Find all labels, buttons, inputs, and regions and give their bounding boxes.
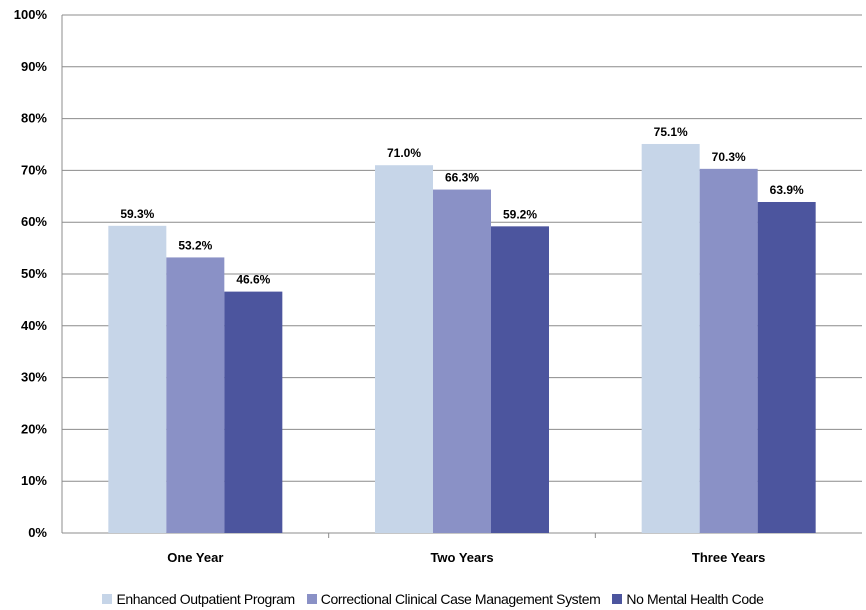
legend-swatch — [306, 594, 317, 604]
legend-label: Enhanced Outpatient Program — [116, 591, 295, 607]
data-label: 75.1% — [654, 125, 688, 139]
legend-label: No Mental Health Code — [626, 591, 764, 607]
bars — [108, 143, 816, 534]
y-tick-label: 90% — [21, 59, 47, 74]
bar-chart: 0% 10% 20% 30% 40% 50% 60% 70% 80% 90% 100% One Yea… — [14, 7, 862, 565]
y-tick-label: 30% — [21, 370, 47, 385]
bar — [108, 225, 167, 534]
bar — [641, 143, 700, 533]
legend-swatch — [102, 594, 113, 604]
data-label: 53.2% — [178, 238, 212, 252]
bar — [375, 165, 433, 533]
data-label: 59.3% — [120, 207, 154, 221]
x-category-label: Three Years — [692, 550, 765, 565]
y-tick-label: 100% — [14, 7, 48, 22]
bar — [699, 168, 758, 533]
data-label: 71.0% — [387, 146, 421, 160]
data-label: 59.2% — [503, 207, 537, 221]
legend-label: Correctional Clinical Case Management Sy… — [320, 591, 601, 607]
bar — [757, 201, 816, 534]
bar — [224, 291, 283, 533]
legend-swatch — [612, 594, 623, 604]
data-label: 63.9% — [770, 183, 804, 197]
y-tick-label: 40% — [21, 318, 47, 333]
bar — [433, 189, 491, 534]
y-tick-label: 70% — [21, 162, 47, 177]
data-label: 70.3% — [712, 150, 746, 164]
bar — [166, 257, 225, 533]
legend-item: Enhanced Outpatient Program — [102, 591, 295, 607]
x-category-label: One Year — [167, 550, 223, 565]
y-tick-label: 10% — [21, 473, 47, 488]
legend: Enhanced Outpatient Program Correctional … — [0, 589, 866, 609]
data-label: 46.6% — [236, 273, 270, 287]
data-labels: 59.3% 53.2% 46.6% 71.0% 66.3% 59.2% 75.1% 70.3%… — [120, 125, 804, 287]
data-label: 66.3% — [445, 171, 479, 185]
y-tick-label: 0% — [28, 525, 47, 540]
y-tick-label: 60% — [21, 214, 47, 229]
legend-item: Correctional Clinical Case Management Sy… — [306, 591, 601, 607]
y-tick-label: 50% — [21, 266, 47, 281]
bar — [491, 226, 549, 533]
y-tick-label: 20% — [21, 421, 47, 436]
legend-item: No Mental Health Code — [612, 591, 764, 607]
y-tick-label: 80% — [21, 111, 47, 126]
x-category-label: Two Years — [430, 550, 493, 565]
